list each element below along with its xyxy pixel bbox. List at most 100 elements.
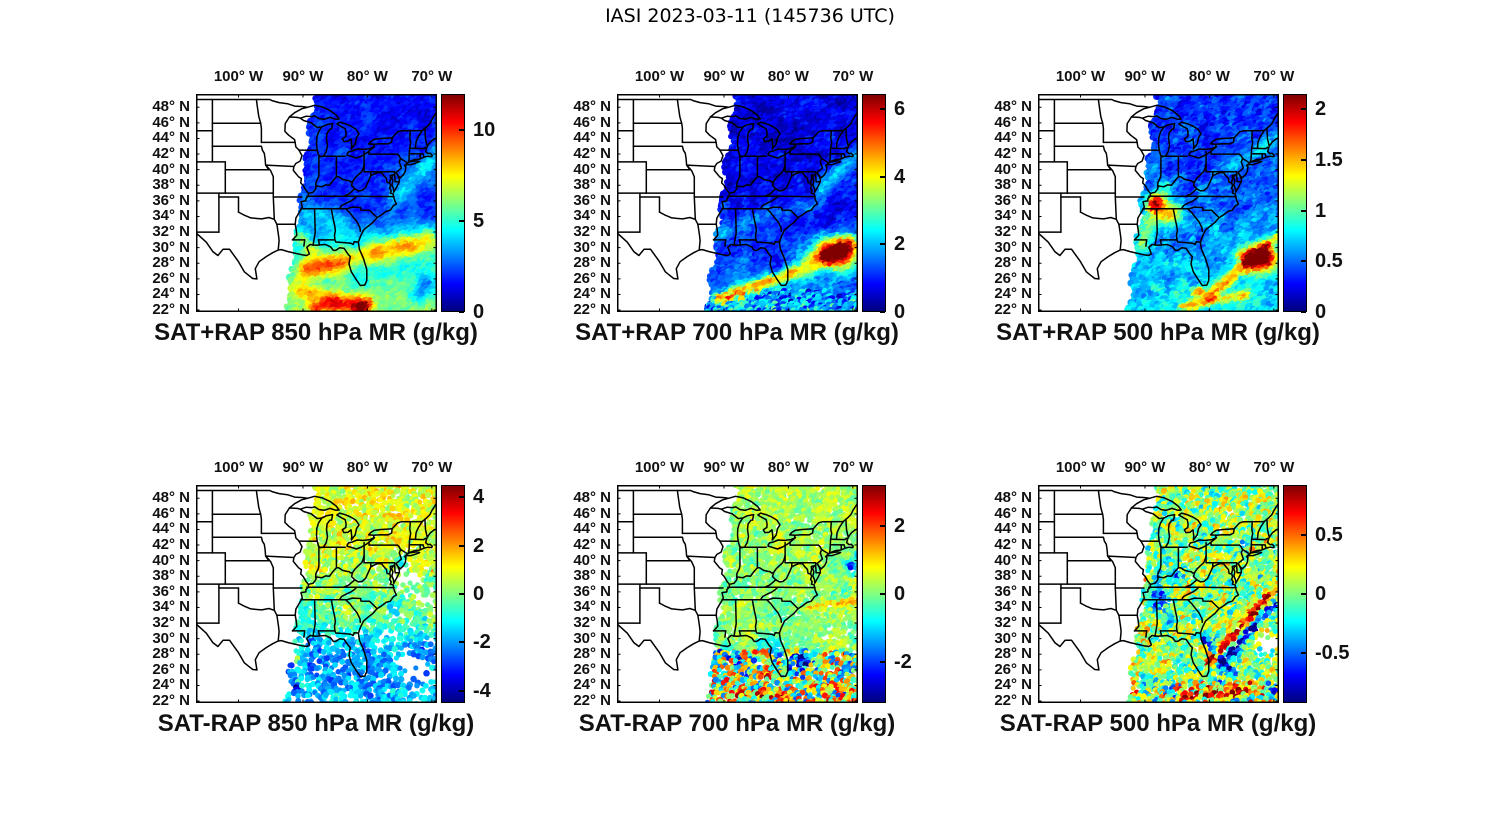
lon-tick-label: 80° W (767, 459, 809, 476)
lat-tick-label: 30° N (573, 238, 611, 256)
lat-tick-label: 30° N (152, 238, 190, 256)
satellite-swath-layer (1038, 94, 1279, 312)
lat-tick-label: 34° N (994, 598, 1032, 616)
satellite-swath-layer (617, 94, 858, 312)
colorbar-tick-label: 6 (894, 98, 906, 121)
lon-tick-label: 90° W (282, 68, 324, 85)
lat-tick-label: 24° N (152, 285, 190, 303)
lat-tick-label: 42° N (994, 145, 1032, 163)
lat-tick-label: 46° N (152, 113, 190, 131)
lon-tick-label: 90° W (1124, 459, 1166, 476)
lat-tick-label: 30° N (152, 629, 190, 647)
state-boundaries-layer (1038, 485, 1279, 703)
colorbar-tick-label: 0 (1315, 301, 1327, 323)
lat-tick-label: 24° N (994, 676, 1032, 694)
figure-title: IASI 2023-03-11 (145736 UTC) (605, 5, 895, 27)
lat-tick-label: 32° N (573, 614, 611, 632)
lat-tick-label: 34° N (573, 598, 611, 616)
colorbar-tick-mark (458, 593, 464, 595)
satellite-swath-layer (617, 485, 858, 703)
lat-tick-label: 28° N (152, 254, 190, 272)
colorbar-tick-mark (1300, 593, 1306, 595)
lon-tick-label: 70° W (411, 68, 453, 85)
lon-tick-label: 90° W (703, 459, 745, 476)
colorbar-tick-mark (879, 593, 885, 595)
colorbar-tick-mark (458, 220, 464, 223)
lon-tick-label: 100° W (213, 68, 264, 85)
lat-tick-label: 34° N (994, 207, 1032, 225)
lat-tick-label: 24° N (573, 285, 611, 303)
lat-tick-label: 32° N (152, 223, 190, 241)
map-area (196, 94, 437, 312)
colorbar-tick-label: 10 (473, 119, 496, 142)
lon-tick-label: 90° W (703, 68, 745, 85)
colorbar-tick-mark (1300, 158, 1306, 161)
lat-tick-label: 26° N (994, 269, 1032, 287)
colorbar-tick-label: 0.5 (1315, 523, 1343, 546)
lat-tick-label: 30° N (994, 629, 1032, 647)
lon-tick-label: 70° W (1253, 68, 1295, 85)
colorbar-tick-label: -2 (473, 631, 491, 654)
lon-tick-label: 80° W (1188, 68, 1230, 85)
colorbar (862, 94, 886, 312)
lat-tick-label: 36° N (994, 191, 1032, 209)
panel-title: SAT+RAP 850 hPa MR (g/kg) (154, 319, 478, 346)
colorbar-tick-mark (1300, 533, 1306, 536)
panel-sat-plus-rap-700: SAT+RAP 700 hPa MR (g/kg) 100° W 90° W 80°… (545, 62, 968, 362)
satellite-swath-layer (1038, 485, 1279, 703)
lon-tick-label: 80° W (346, 459, 388, 476)
colorbar-tick-label: -2 (894, 651, 912, 674)
lat-tick-label: 24° N (994, 285, 1032, 303)
lat-tick-label: 32° N (994, 614, 1032, 632)
lat-tick-label: 46° N (994, 113, 1032, 131)
lat-tick-label: 26° N (994, 660, 1032, 678)
lat-tick-label: 40° N (994, 160, 1032, 178)
colorbar (441, 485, 465, 703)
lat-tick-label: 34° N (152, 598, 190, 616)
colorbar-tick-mark (879, 661, 885, 664)
lat-tick-label: 38° N (152, 567, 190, 585)
state-boundaries-layer (617, 485, 858, 703)
lat-tick-label: 28° N (994, 254, 1032, 272)
colorbar-tick-mark (1300, 209, 1306, 212)
lat-tick-label: 26° N (152, 269, 190, 287)
colorbar-tick-mark (458, 496, 464, 499)
panel-sat-plus-rap-500: SAT+RAP 500 hPa MR (g/kg) 100° W 90° W 80°… (966, 62, 1389, 362)
panel-sat-minus-rap-500: SAT-RAP 500 hPa MR (g/kg) 100° W 90° W 80°… (966, 453, 1389, 753)
colorbar-tick-label: 0 (473, 583, 485, 605)
lat-tick-label: 26° N (573, 269, 611, 287)
lat-tick-label: 22° N (994, 692, 1032, 710)
colorbar-tick-mark (458, 311, 464, 313)
lat-tick-label: 38° N (994, 176, 1032, 194)
lat-tick-label: 46° N (152, 504, 190, 522)
lat-tick-label: 46° N (994, 504, 1032, 522)
colorbar-tick-mark (879, 524, 885, 527)
lat-tick-label: 40° N (573, 160, 611, 178)
lat-tick-label: 40° N (152, 551, 190, 569)
panel-sat-plus-rap-850: SAT+RAP 850 hPa MR (g/kg) 100° W 90° W 80°… (124, 62, 547, 362)
lat-tick-label: 28° N (573, 254, 611, 272)
lon-tick-label: 90° W (282, 459, 324, 476)
lat-tick-label: 42° N (152, 536, 190, 554)
lon-tick-label: 70° W (832, 459, 874, 476)
lat-tick-label: 42° N (573, 536, 611, 554)
lat-tick-label: 38° N (994, 567, 1032, 585)
colorbar-tick-label: -4 (473, 679, 491, 702)
colorbar-tick-label: 5 (473, 210, 485, 233)
lat-tick-label: 48° N (152, 489, 190, 507)
colorbar (862, 485, 886, 703)
lat-tick-label: 22° N (573, 301, 611, 319)
lat-tick-label: 48° N (573, 489, 611, 507)
lat-tick-label: 36° N (573, 582, 611, 600)
colorbar-tick-label: 0.5 (1315, 250, 1343, 273)
panel-title: SAT-RAP 500 hPa MR (g/kg) (999, 710, 1317, 737)
lon-tick-label: 80° W (767, 68, 809, 85)
colorbar-tick-mark (458, 129, 464, 132)
lat-tick-label: 36° N (152, 191, 190, 209)
lat-tick-label: 32° N (152, 614, 190, 632)
map-area (1038, 485, 1279, 703)
lat-tick-label: 40° N (994, 551, 1032, 569)
lat-tick-label: 42° N (152, 145, 190, 163)
colorbar (441, 94, 465, 312)
colorbar-tick-label: 2 (894, 233, 906, 256)
